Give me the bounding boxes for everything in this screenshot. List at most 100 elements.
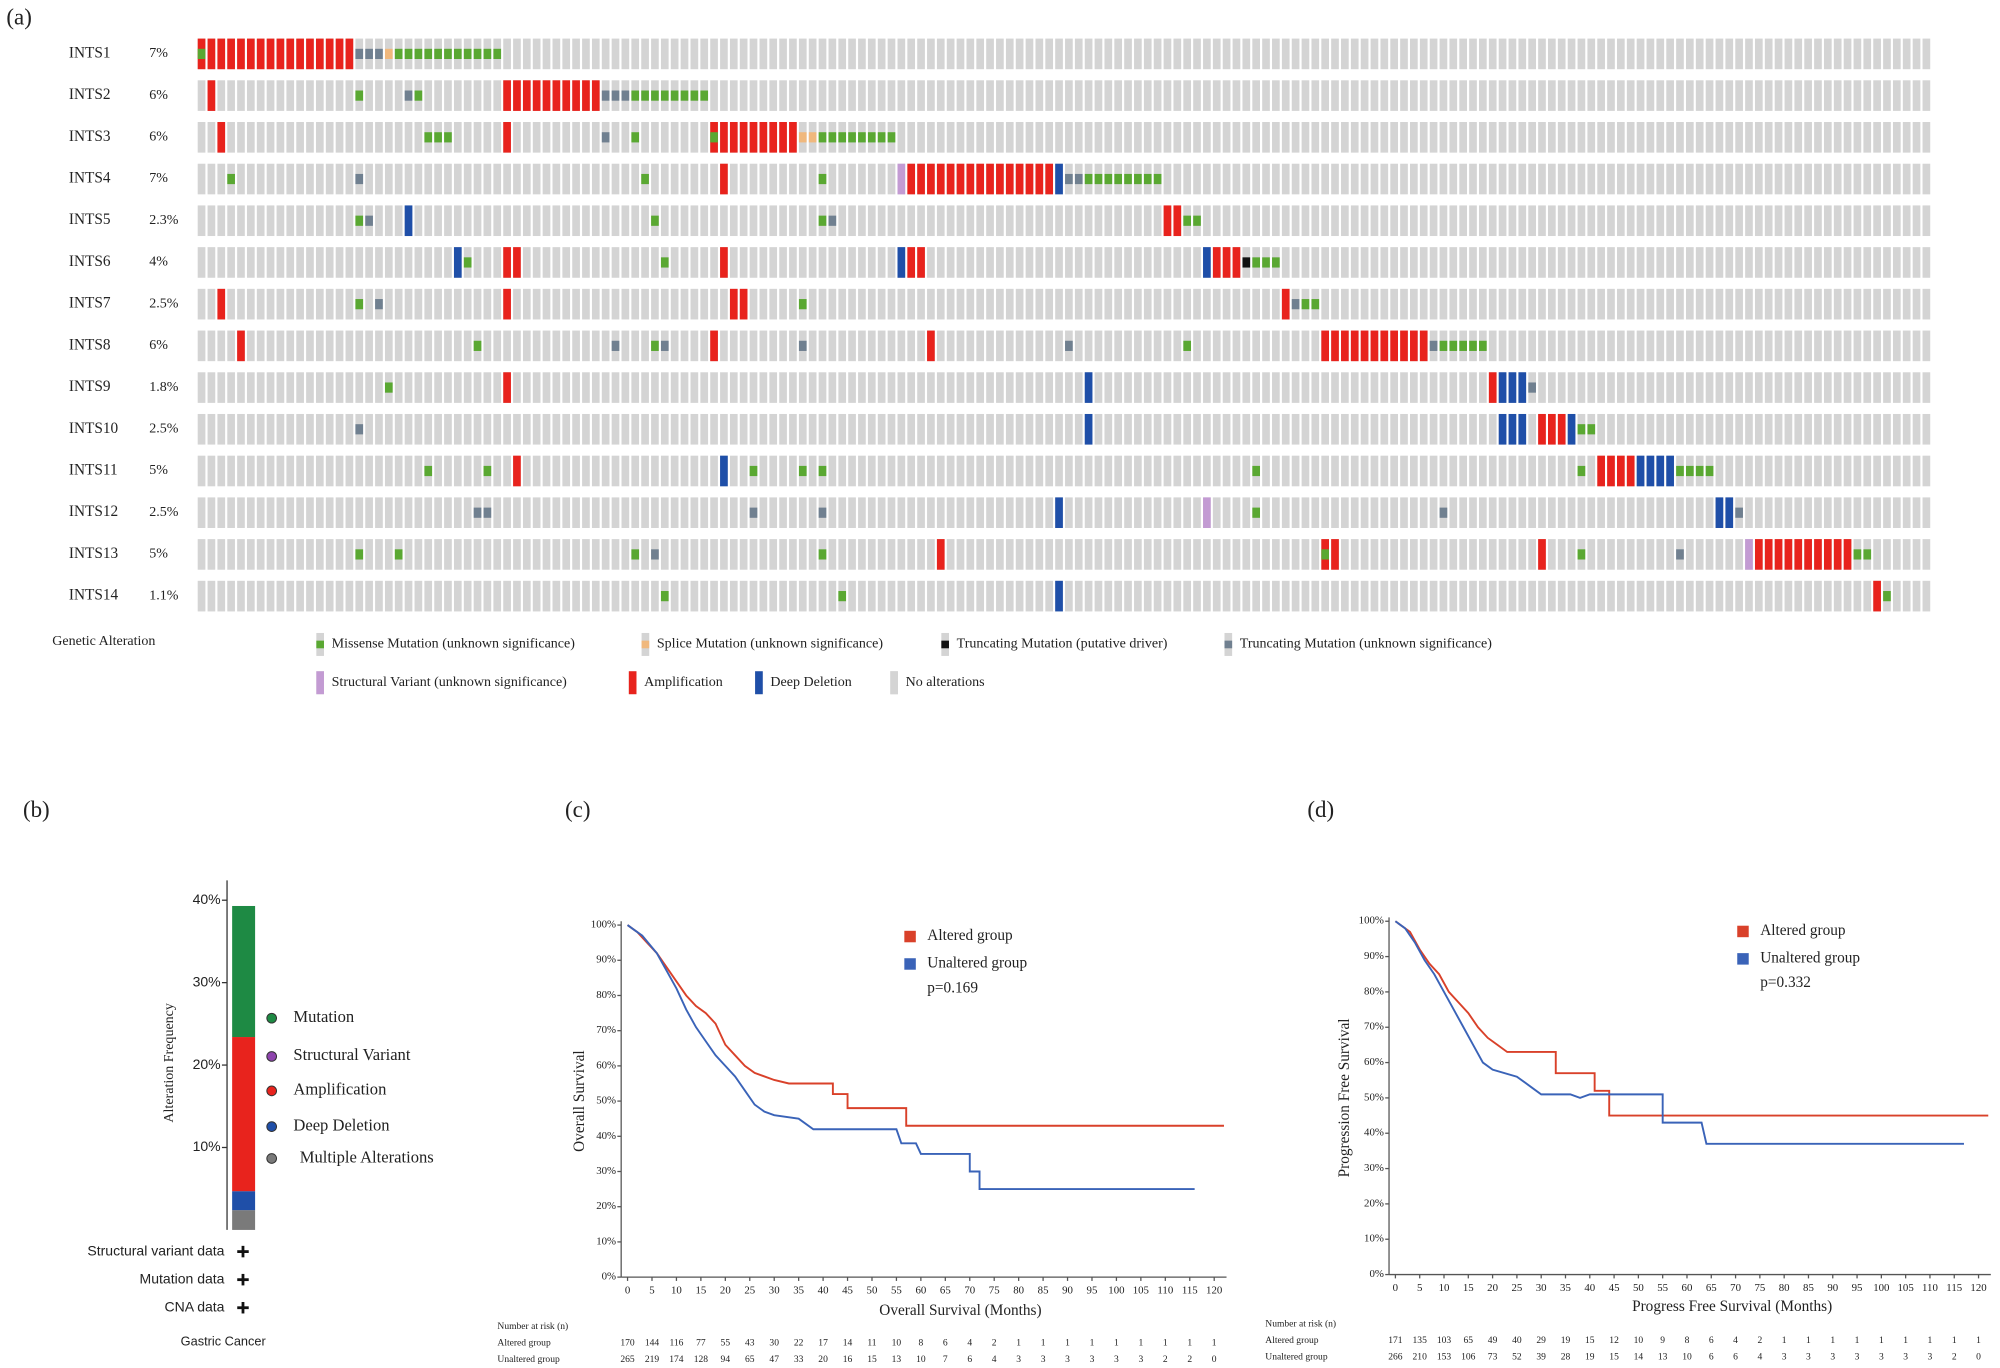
sample-cell [453,455,462,487]
sample-cell [838,205,847,237]
x-tick-label: 95 [1852,1282,1863,1294]
sample-cell [1173,330,1182,362]
sample-cell [1212,205,1221,237]
sample-cell [414,455,423,487]
sample-cell [315,122,324,153]
sample-cell [1892,38,1901,70]
sample-cell [1488,38,1497,70]
sample-cell [1321,455,1330,487]
legend-title: Genetic Alteration [52,633,155,649]
sample-cell [542,38,551,70]
sample-cell [1646,122,1655,153]
sample-cell [720,539,728,570]
sample-cell [227,497,235,529]
y-tick-label: 50% [1364,1091,1384,1103]
sample-cell [867,372,876,403]
x-tick-label: 30 [1536,1282,1547,1294]
alteration [513,80,521,111]
sample-cell [1242,580,1251,612]
sample-cell [1616,38,1625,70]
sample-cell [1567,247,1576,278]
sample-cell [207,288,216,320]
sample-cell [217,580,226,612]
sample-cell [1341,247,1349,278]
sample-cell [1350,413,1359,445]
sample-cell [1074,413,1083,445]
sample-cell [394,247,403,278]
sample-cell [680,205,689,237]
risk-count: 128 [694,1354,709,1365]
sample-cell [798,497,807,529]
sample-cell [917,413,925,445]
sample-cell [1370,205,1379,237]
sample-cell [1183,247,1192,278]
sample-cell [710,539,718,570]
sample-cell [1784,497,1793,529]
sample-cell [384,497,393,529]
sample-cell [1804,413,1812,445]
sample-cell [946,330,955,362]
sample-cell [1074,497,1083,529]
sample-cell [1360,580,1369,612]
sample-cell [986,330,994,362]
sample-cell [1636,288,1645,320]
sample-cell [1153,330,1162,362]
sample-cell [700,372,709,403]
sample-cell [621,455,630,487]
sample-cell [1883,205,1891,237]
sample-cell [483,163,492,195]
sample-cell [1587,288,1596,320]
sample-cell [710,247,718,278]
sample-cell [1419,205,1428,237]
sample-cell [1390,247,1398,278]
sample-cell [552,205,561,237]
risk-count: 14 [1634,1352,1644,1363]
sample-cell [1863,80,1872,111]
sample-cell [1656,413,1665,445]
sample-cell [1488,163,1497,195]
sample-cell [877,372,886,403]
alteration [1183,340,1192,351]
sample-cell [1577,80,1586,111]
sample-cell [572,539,580,570]
sample-cell [1045,330,1054,362]
sample-cell [1153,122,1162,153]
sample-cell [936,580,945,612]
sample-cell [473,247,482,278]
sample-cell [1183,455,1192,487]
sample-cell [1114,288,1123,320]
sample-cell [306,455,314,487]
alteration [503,372,511,403]
sample-cell [1370,413,1379,445]
sample-cell [1754,80,1763,111]
sample-cell [927,413,935,445]
sample-cell [779,163,787,195]
sample-cell [453,372,462,403]
sample-cell [1912,80,1921,111]
sample-cell [414,580,423,612]
sample-cell [365,372,373,403]
sample-cell [670,580,679,612]
sample-cell [1922,539,1931,570]
sample-cell [217,413,226,445]
sample-cell [1015,205,1024,237]
sample-cell [1124,80,1132,111]
sample-cell [808,580,817,612]
sample-cell [631,372,640,403]
sample-cell [1725,413,1734,445]
sample-cell [1922,205,1931,237]
sample-cell [1646,580,1655,612]
sample-cell [848,413,856,445]
sample-cell [197,330,206,362]
sample-cell [621,122,630,153]
sample-cell [848,205,856,237]
sample-cell [444,497,452,529]
sample-cell [1074,122,1083,153]
alteration [660,591,669,602]
sample-cell [1321,163,1330,195]
sample-cell [808,372,817,403]
sample-cell [1419,580,1428,612]
sample-cell [877,163,886,195]
sample-cell [483,372,492,403]
alteration [1754,539,1763,570]
